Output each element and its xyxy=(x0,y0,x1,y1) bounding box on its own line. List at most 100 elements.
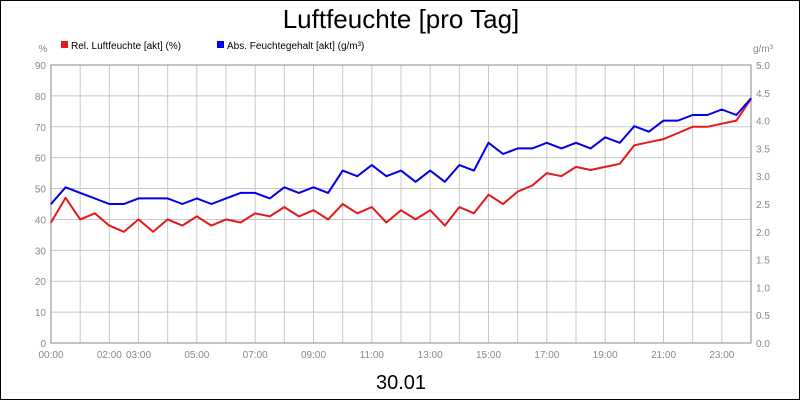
date-label: 30.01 xyxy=(376,372,426,394)
right-axis-ticks: 0.0 0.5 1.0 1.5 2.0 2.5 3.0 3.5 4.0 4.5 5.0 xyxy=(756,61,770,350)
data-point xyxy=(400,209,402,211)
data-point xyxy=(619,163,621,165)
left-axis-unit: % xyxy=(39,44,48,55)
x-tick-label: 11:00 xyxy=(360,350,385,361)
data-point xyxy=(648,131,650,133)
data-point xyxy=(633,144,635,146)
data-point xyxy=(575,166,577,168)
data-point xyxy=(94,212,96,214)
data-point xyxy=(123,203,125,205)
left-tick-label: 90 xyxy=(35,61,47,72)
right-tick-label: 2.5 xyxy=(756,200,770,211)
left-tick-label: 10 xyxy=(35,308,47,319)
data-point xyxy=(283,206,285,208)
x-tick-label: 19:00 xyxy=(593,350,618,361)
data-point xyxy=(137,218,140,221)
legend: Rel. Luftfeuchte [akt] (%) Abs. Feuchtege… xyxy=(61,41,364,52)
legend-label: Rel. Luftfeuchte [akt] (%) xyxy=(71,41,181,52)
data-point xyxy=(604,136,606,138)
x-tick-label: 09:00 xyxy=(301,350,326,361)
data-point xyxy=(269,215,271,217)
x-tick-label: 13:00 xyxy=(418,350,443,361)
legend-swatch xyxy=(217,41,224,48)
data-point xyxy=(210,225,213,227)
data-point xyxy=(721,108,723,111)
data-point xyxy=(254,212,256,214)
right-tick-label: 4.0 xyxy=(756,117,770,128)
data-point xyxy=(589,169,592,171)
data-point xyxy=(79,192,81,194)
data-point xyxy=(414,181,417,183)
data-point xyxy=(429,170,431,172)
data-point xyxy=(298,215,300,217)
data-point xyxy=(167,218,169,221)
data-point xyxy=(487,194,490,196)
data-point xyxy=(371,206,373,208)
data-point xyxy=(502,203,504,205)
x-tick-label: 02:00 xyxy=(97,350,122,361)
left-axis-ticks: 0 10 20 30 40 50 60 70 80 90 xyxy=(35,61,47,350)
data-point xyxy=(152,197,154,200)
data-point xyxy=(254,192,256,194)
data-point xyxy=(735,114,738,116)
data-point xyxy=(721,123,723,125)
data-point xyxy=(50,221,52,224)
data-point xyxy=(79,218,81,221)
data-point xyxy=(64,197,67,199)
data-point xyxy=(604,166,606,168)
data-point xyxy=(531,147,533,149)
data-point xyxy=(210,203,213,205)
data-point xyxy=(546,172,548,174)
data-point xyxy=(342,170,344,172)
data-point xyxy=(560,147,563,149)
data-point xyxy=(473,170,475,172)
legend-label: Abs. Feuchtegehalt [akt] (g/m³) xyxy=(227,41,364,52)
x-tick-label: 05:00 xyxy=(184,350,209,361)
data-point xyxy=(269,197,271,200)
data-point xyxy=(312,209,315,211)
data-point xyxy=(123,231,125,233)
data-point xyxy=(444,181,446,183)
data-point xyxy=(692,114,694,116)
data-point xyxy=(327,192,329,194)
data-point xyxy=(371,164,373,166)
right-tick-label: 3.0 xyxy=(756,172,770,183)
left-tick-label: 0 xyxy=(40,339,46,350)
right-tick-label: 0.0 xyxy=(756,339,770,350)
data-point xyxy=(108,203,110,205)
data-point xyxy=(706,114,708,116)
grid xyxy=(50,64,752,344)
x-tick-label: 21:00 xyxy=(651,350,676,361)
left-tick-label: 50 xyxy=(35,185,47,196)
data-point xyxy=(181,225,183,227)
data-point xyxy=(312,186,315,188)
x-tick-label: 07:00 xyxy=(243,350,268,361)
data-point xyxy=(677,132,679,134)
data-point xyxy=(633,125,635,127)
x-tick-label: 00:00 xyxy=(38,350,63,361)
data-point xyxy=(662,120,665,122)
data-point xyxy=(531,184,533,187)
chart-title: Luftfeuchte [pro Tag] xyxy=(283,4,520,34)
right-tick-label: 1.5 xyxy=(756,256,770,267)
data-point xyxy=(429,209,431,211)
right-tick-label: 0.5 xyxy=(756,311,770,322)
data-point xyxy=(283,186,285,188)
x-axis-ticks: 00:00 02:00 03:00 05:00 07:00 09:00 11:00 13:00… xyxy=(38,350,734,361)
left-tick-label: 30 xyxy=(35,246,47,257)
data-point xyxy=(356,212,358,214)
data-point xyxy=(225,218,227,221)
data-point xyxy=(50,203,52,205)
data-point xyxy=(444,225,446,227)
data-point xyxy=(575,142,577,144)
data-point xyxy=(473,212,475,214)
right-tick-label: 2.0 xyxy=(756,228,770,239)
right-tick-label: 4.5 xyxy=(756,89,770,100)
data-point xyxy=(517,147,519,149)
data-point xyxy=(64,186,67,188)
data-point xyxy=(414,218,417,221)
data-point xyxy=(692,126,694,128)
data-point xyxy=(196,215,198,217)
left-tick-label: 20 xyxy=(35,277,47,288)
